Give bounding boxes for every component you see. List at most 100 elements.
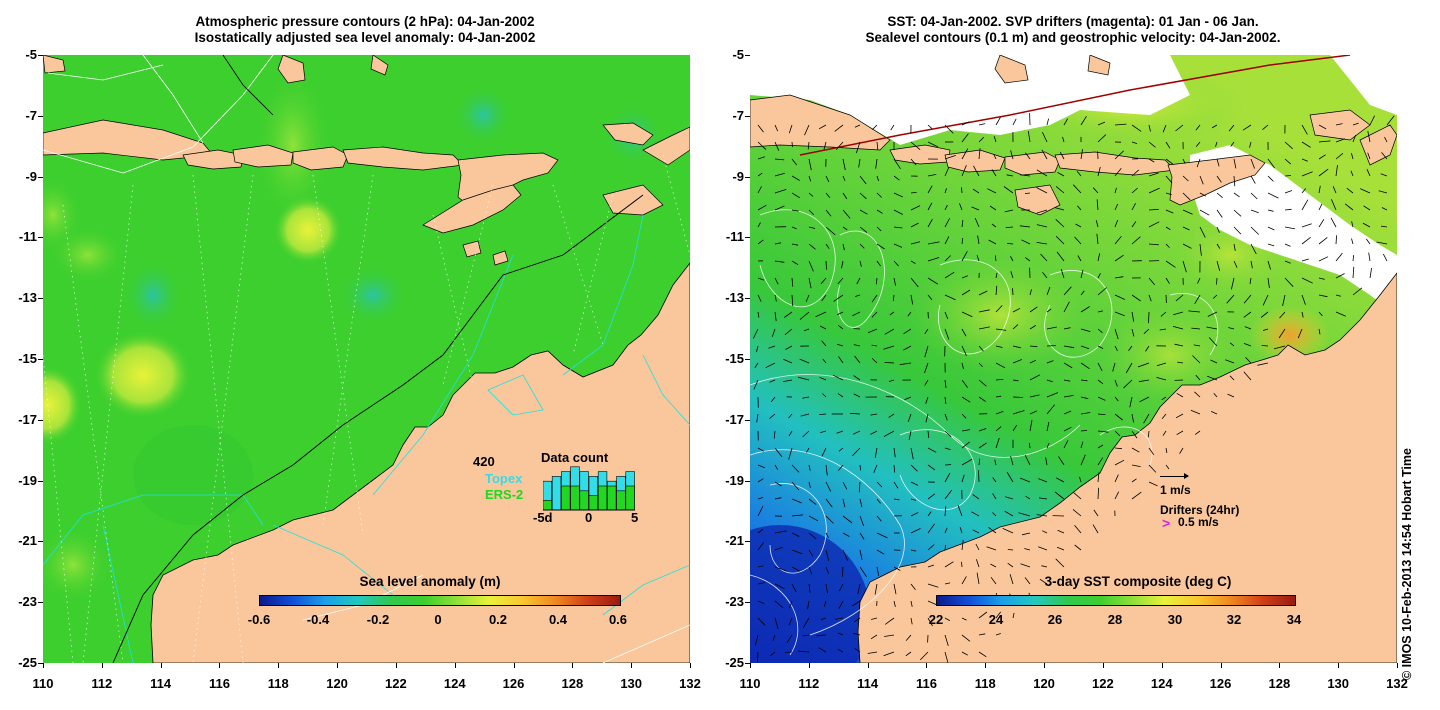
velocity-arrow [1097,396,1106,401]
velocity-arrow [1243,294,1252,304]
velocity-arrow [1040,253,1048,262]
left-x-tick-mark [454,663,456,668]
velocity-arrow [927,617,933,627]
velocity-arrow [822,393,827,398]
velocity-arrow [924,379,929,386]
velocity-arrow [944,617,950,621]
velocity-arrow [905,634,912,641]
velocity-arrow [1072,509,1082,517]
left-x-tick-mark [690,663,691,668]
right-y-tick-label: -7 [732,107,744,123]
velocity-arrow [1318,124,1327,130]
velocity-arrow [1233,209,1242,217]
velocity-arrow [871,358,878,364]
velocity-arrow [893,192,903,198]
velocity-arrow [1384,136,1388,143]
velocity-arrow [1114,123,1127,126]
velocity-arrow [1046,422,1050,432]
velocity-arrow [1369,268,1372,279]
velocity-arrow [1039,578,1048,585]
indonesian-islands [750,55,1397,216]
indonesian-islands [43,55,690,266]
velocity-arrow [1233,260,1238,268]
velocity-arrow [1156,377,1167,381]
right-y-tick-label: -19 [725,472,744,488]
velocity-arrow [1007,243,1014,245]
velocity-arrow [842,226,848,231]
velocity-arrow [808,566,813,575]
velocity-arrow [808,226,816,229]
velocity-arrow [944,236,950,245]
velocity-arrow [924,362,929,374]
velocity-arrow [786,634,793,643]
velocity-arrow [1060,268,1065,279]
velocity-arrow [802,617,810,628]
left-x-tick-label: 122 [385,676,407,691]
velocity-arrow [1114,276,1124,279]
velocity-arrow [872,124,878,130]
sst-colorbar-label: 24 [988,612,1004,627]
velocity-arrow [1242,124,1252,131]
velocity-arrow [842,158,846,171]
velocity-arrow [1386,115,1395,126]
velocity-arrow [1012,288,1014,296]
velocity-arrow [1097,487,1099,500]
velocity-arrow [1199,192,1207,197]
velocity-arrow [791,514,804,517]
left-y-tick-mark [38,602,43,604]
velocity-arrow [1207,375,1218,381]
velocity-arrow [876,498,881,504]
velocity-arrow [867,651,878,654]
velocity-arrow [833,294,844,302]
velocity-arrow [837,632,844,636]
left-y-tick-mark [38,115,43,117]
velocity-arrow [1368,252,1371,262]
velocity-arrow [1080,362,1090,370]
velocity-arrow [1284,141,1293,150]
velocity-arrow [1097,121,1106,126]
velocity-arrow [961,219,964,228]
sst-colorbar-label: 28 [1107,612,1123,627]
velocity-arrow [910,617,913,625]
velocity-arrow [774,547,783,551]
right-x-tick-label: 124 [1150,676,1173,691]
velocity-arrow [989,205,997,211]
velocity-arrow [1301,158,1308,162]
velocity-arrow [1249,277,1252,285]
velocity-arrow [1250,209,1259,214]
velocity-arrow [1042,132,1048,143]
velocity-arrow [1046,404,1055,415]
velocity-arrow [791,583,797,593]
velocity-arrow [961,251,968,262]
velocity-arrow [876,549,885,555]
velocity-arrow [1036,242,1048,245]
left-y-tick-label: -13 [18,290,37,306]
left-y-tick-label: -9 [25,168,37,184]
velocity-arrow [842,175,846,181]
right-y-tick-label: -25 [725,655,744,670]
velocity-arrow [1369,115,1375,126]
velocity-arrow [1046,326,1057,330]
velocity-arrow [875,277,878,285]
velocity-arrow [1063,362,1073,369]
velocity-arrow [961,429,971,432]
velocity-arrow [825,481,832,492]
ers2-count-bar [607,485,617,511]
velocity-arrow [774,124,779,132]
left-x-tick-label: 110 [32,676,54,691]
velocity-arrow [1267,260,1271,270]
velocity-arrow [1148,172,1159,177]
velocity-arrow [1131,430,1138,439]
velocity-arrow [842,549,849,561]
ers2-count-bar [588,495,598,511]
velocity-arrow [1004,510,1014,517]
velocity-arrow [971,206,980,211]
velocity-arrow [1226,294,1235,304]
velocity-arrow [791,277,794,287]
velocity-arrow [978,309,990,313]
velocity-arrow [927,294,933,301]
velocity-arrow [927,219,933,228]
velocity-arrow [978,136,985,143]
velocity-arrow [927,174,937,177]
velocity-arrow [774,158,785,161]
